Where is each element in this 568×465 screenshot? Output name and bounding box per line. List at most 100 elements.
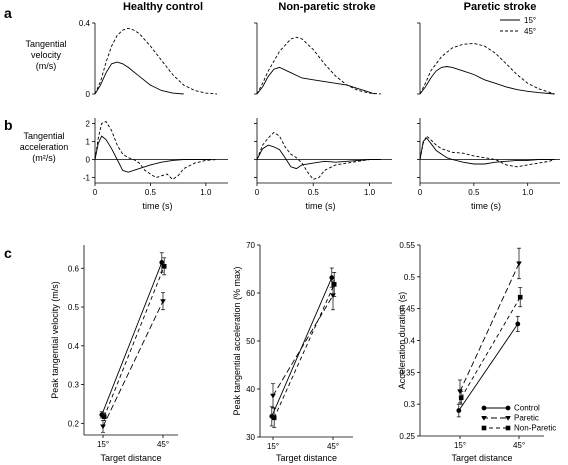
x-tick-label: 15°	[97, 440, 109, 449]
y-tick-label: 0.2	[68, 419, 80, 428]
y-tick-label: 30	[246, 433, 255, 442]
y-tick-label: 0.3	[68, 381, 80, 390]
time-x-tick-label: 0	[418, 188, 423, 197]
series-line	[272, 295, 334, 396]
acceleration-series-line	[94, 135, 212, 173]
acceleration-y-tick-label: 1	[86, 137, 91, 146]
data-point-circle	[159, 260, 165, 265]
acceleration-series-line	[256, 131, 381, 180]
legend-label: Non-Paretic	[514, 424, 556, 433]
legend-label-15: 15°	[524, 16, 536, 25]
time-x-label: time (s)	[143, 201, 173, 211]
time-x-tick-label: 0	[93, 188, 98, 197]
velocity-series-line	[94, 61, 184, 95]
data-point-triangle	[516, 261, 522, 267]
acceleration-series-line	[419, 135, 555, 168]
panel-letter-b: b	[4, 117, 13, 133]
x-axis-label: Target distance	[451, 453, 512, 463]
time-x-tick-label: 0	[255, 188, 260, 197]
acceleration-y-tick-label: 2	[86, 119, 91, 128]
panel-letter-c: c	[4, 245, 12, 261]
subplot-title: Healthy control	[123, 1, 203, 13]
x-tick-label: 45°	[157, 440, 169, 449]
data-point-triangle	[457, 389, 463, 395]
velocity-series-line	[419, 66, 555, 95]
y-axis-label: Peak tangential velocity (m/s)	[50, 281, 60, 399]
series-line	[273, 284, 335, 418]
data-point-triangle	[330, 293, 336, 299]
y-tick-label: 40	[246, 385, 255, 394]
acceleration-y-tick-label: -1	[83, 174, 91, 183]
y-tick-label: 0.4	[68, 342, 80, 351]
data-point-square	[517, 294, 523, 300]
y-tick-label: 0.4	[404, 337, 416, 346]
data-point-triangle	[505, 416, 511, 421]
time-x-tick-label: 0.5	[468, 188, 480, 197]
y-tick-label: 0.45	[399, 305, 415, 314]
acceleration-ylabel-line: (m²/s)	[32, 153, 56, 163]
y-tick-label: 70	[246, 241, 255, 250]
data-point-square	[458, 395, 464, 401]
y-tick-label: 0.5	[68, 303, 80, 312]
data-point-square	[481, 425, 487, 431]
series-line	[101, 262, 163, 415]
data-point-triangle	[270, 393, 276, 399]
velocity-ylabel-line: velocity	[31, 50, 62, 60]
velocity-series-line	[256, 36, 381, 95]
x-tick-label: 45°	[327, 442, 339, 451]
data-point-circle	[505, 405, 511, 411]
y-tick-label: 0.55	[399, 241, 415, 250]
velocity-series-line	[94, 27, 217, 95]
series-line	[460, 296, 521, 399]
data-point-square	[161, 264, 167, 269]
time-x-tick-label: 0.5	[145, 188, 157, 197]
series-line	[458, 323, 519, 411]
y-tick-label: 50	[246, 337, 255, 346]
legend-label: Control	[514, 404, 540, 413]
x-tick-label: 15°	[454, 441, 466, 450]
time-x-tick-label: 1.0	[364, 188, 376, 197]
series-line	[459, 263, 520, 392]
velocity-series-line	[256, 66, 376, 95]
data-point-circle	[481, 405, 487, 411]
data-point-square	[505, 425, 511, 431]
velocity-y-tick-label: 0	[86, 90, 91, 99]
data-point-square	[271, 415, 277, 421]
data-point-triangle	[481, 416, 487, 421]
subplot-title: Non-paretic stroke	[278, 1, 375, 13]
time-x-label: time (s)	[471, 201, 501, 211]
series-line	[103, 266, 165, 417]
time-x-label: time (s)	[306, 201, 336, 211]
velocity-ylabel-line: Tangential	[25, 39, 66, 49]
acceleration-ylabel-line: acceleration	[20, 142, 69, 152]
data-point-triangle	[160, 299, 166, 305]
time-x-tick-label: 0.5	[308, 188, 320, 197]
legend-label: Paretic	[514, 414, 539, 423]
data-point-circle	[456, 408, 462, 413]
acceleration-series-line	[256, 144, 381, 170]
series-line	[102, 301, 164, 427]
velocity-series-line	[419, 42, 555, 95]
velocity-ylabel-line: (m/s)	[36, 61, 57, 71]
y-tick-label: 0.6	[68, 264, 80, 273]
x-tick-label: 45°	[513, 441, 525, 450]
data-point-circle	[329, 275, 335, 281]
time-x-tick-label: 1.0	[200, 188, 212, 197]
x-tick-label: 15°	[267, 442, 279, 451]
acceleration-series-line	[94, 121, 217, 180]
y-axis-label: Acceleration duration (s)	[397, 292, 407, 390]
data-point-triangle	[100, 424, 106, 430]
data-point-square	[101, 414, 107, 420]
y-tick-label: 0.5	[404, 273, 416, 282]
time-x-tick-label: 1.0	[522, 188, 534, 197]
acceleration-series-line	[419, 137, 555, 165]
y-tick-label: 0.35	[399, 368, 415, 377]
x-axis-label: Target distance	[100, 453, 161, 463]
panel-letter-a: a	[4, 5, 12, 21]
acceleration-y-tick-label: 0	[86, 156, 91, 165]
subplot-title: Paretic stroke	[464, 1, 537, 13]
y-tick-label: 0.25	[399, 432, 415, 441]
y-tick-label: 60	[246, 289, 255, 298]
y-tick-label: 0.3	[404, 400, 416, 409]
